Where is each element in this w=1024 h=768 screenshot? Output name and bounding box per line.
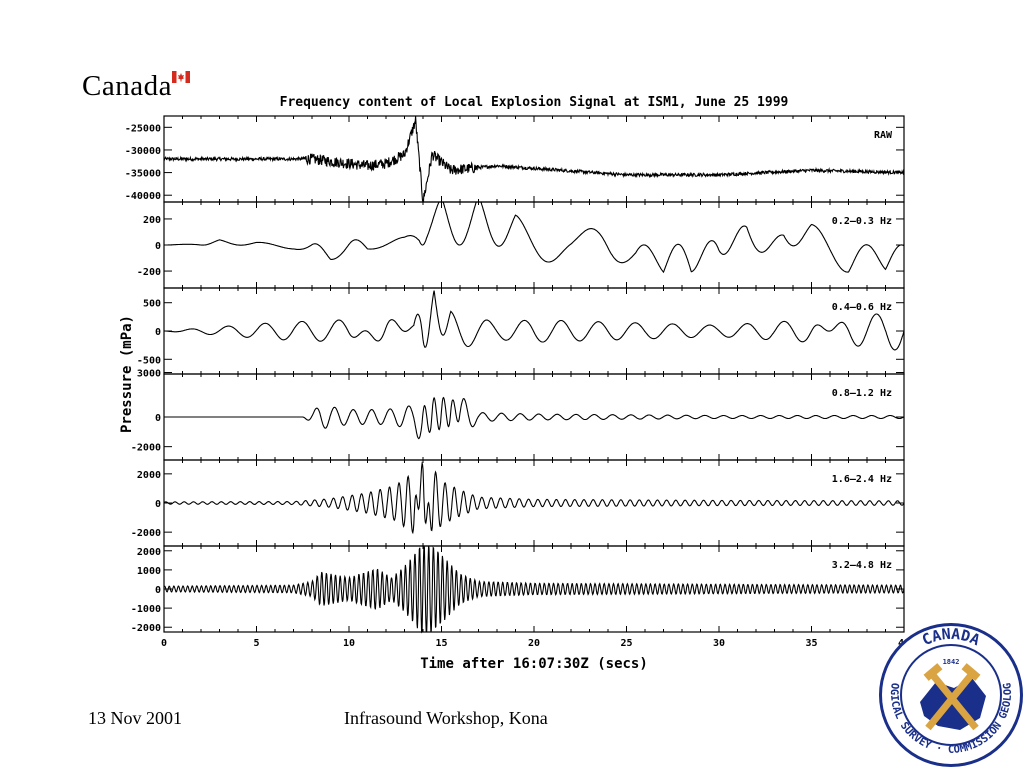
pick-hammer-icon	[925, 671, 975, 731]
y-tick-label: -2000	[131, 443, 161, 454]
y-tick-label: 3000	[137, 369, 161, 380]
chart-title: Frequency content of Local Explosion Sig…	[280, 95, 789, 110]
x-tick-label: 35	[805, 638, 817, 649]
panel-label: 0.8–1.2 Hz	[832, 388, 892, 399]
panel-label: 3.2–4.8 Hz	[832, 560, 892, 571]
x-tick-label: 5	[253, 638, 259, 649]
government-of-canada-logo: Canada	[82, 68, 202, 104]
y-tick-label: -2000	[131, 623, 161, 634]
y-tick-label: 0	[155, 413, 161, 424]
y-tick-label: 1000	[137, 566, 161, 577]
trace-1-6-2-4-hz	[163, 461, 905, 535]
x-tick-label: 30	[713, 638, 725, 649]
panel-label: RAW	[874, 130, 893, 141]
seal-year: 1842	[943, 658, 960, 666]
y-tick-label: -1000	[131, 604, 161, 615]
geological-survey-seal: CANADA GEOLOGICAL SURVEY · COMMISSION GÉ…	[876, 622, 1023, 767]
panel-label: 0.2–0.3 Hz	[832, 216, 892, 227]
y-axis-label: Pressure (mPa)	[119, 315, 135, 433]
x-tick-label: 0	[161, 638, 167, 649]
trace-0-2-0-3-hz	[164, 201, 905, 274]
y-tick-label: -500	[137, 355, 161, 366]
panel-label: 0.4–0.6 Hz	[832, 302, 892, 313]
footer-event: Infrasound Workshop, Kona	[344, 708, 548, 728]
footer-date: 13 Nov 2001	[88, 708, 182, 728]
y-tick-label: -30000	[125, 146, 161, 157]
x-tick-label: 20	[528, 638, 540, 649]
y-tick-label: -2000	[131, 528, 161, 539]
y-tick-label: 0	[155, 241, 161, 252]
y-tick-label: -40000	[125, 191, 161, 202]
y-tick-label: -200	[137, 267, 161, 278]
y-tick-label: 0	[155, 585, 161, 596]
trace-0-8-1-2-hz	[164, 396, 905, 440]
y-tick-label: 200	[143, 215, 161, 226]
trace-3-2-4-8-hz	[163, 545, 905, 634]
x-tick-label: 10	[343, 638, 355, 649]
y-tick-label: -35000	[125, 169, 161, 180]
trace-0-4-0-6-hz	[164, 290, 905, 351]
canada-wordmark: Canada	[82, 70, 172, 102]
x-axis-label: Time after 16:07:30Z (secs)	[420, 656, 648, 672]
y-tick-label: 0	[155, 327, 161, 338]
panel-label: 1.6–2.4 Hz	[832, 474, 892, 485]
x-tick-label: 15	[435, 638, 447, 649]
trace-raw	[163, 116, 905, 204]
y-tick-label: -25000	[125, 123, 161, 134]
canada-flag-icon	[172, 71, 190, 83]
y-tick-label: 2000	[137, 547, 161, 558]
y-tick-label: 2000	[137, 470, 161, 481]
x-tick-label: 25	[620, 638, 632, 649]
y-tick-label: 500	[143, 299, 161, 310]
y-tick-label: 0	[155, 499, 161, 510]
